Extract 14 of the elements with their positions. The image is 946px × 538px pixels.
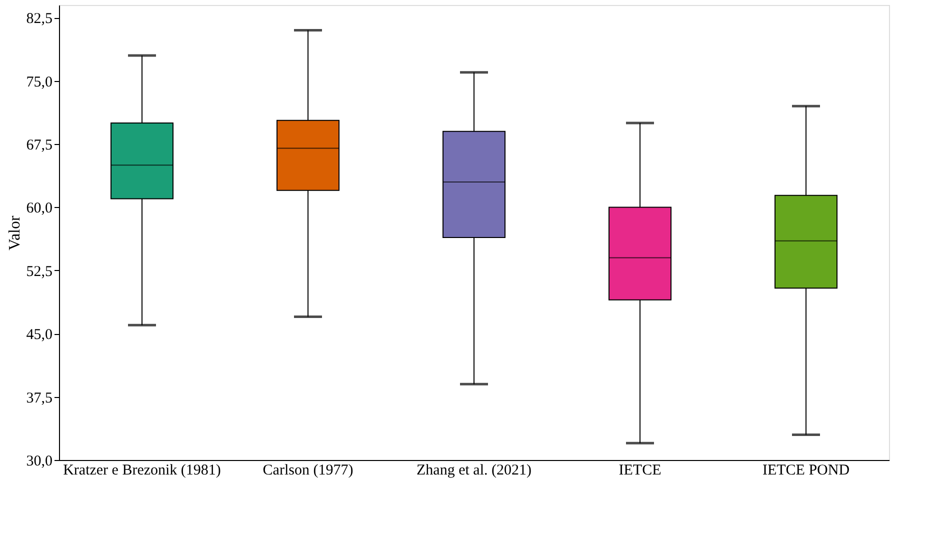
y-tick-label: 30,0	[26, 454, 52, 470]
y-tick-label: 45,0	[26, 327, 52, 344]
x-tick-label: IETCE	[618, 462, 662, 478]
y-tick-label: 52,5	[26, 264, 52, 280]
x-tick-label: Kratzer e Brezonik (1981)	[63, 462, 221, 478]
y-tick-label: 60,0	[26, 200, 52, 217]
x-tick-label: Zhang et al. (2021)	[416, 462, 532, 478]
y-tick-label: 67,5	[26, 138, 52, 154]
y-tick-label: 75,0	[26, 74, 52, 90]
x-tick-label: Carlson (1977)	[262, 462, 354, 478]
y-tick-label: 37,5	[26, 390, 52, 406]
y-tick-label: 82,5	[26, 11, 52, 28]
y-axis-title: Valor	[6, 215, 24, 250]
x-tick-label: IETCE POND	[762, 462, 850, 478]
